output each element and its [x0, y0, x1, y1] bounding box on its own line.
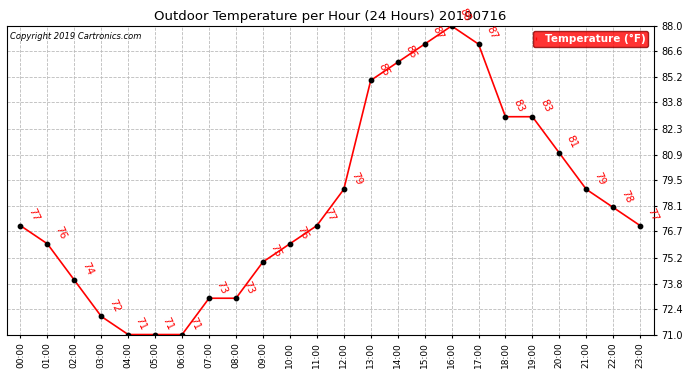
Point [635, 223, 646, 229]
Point [419, 41, 430, 47]
Text: 72: 72 [107, 297, 121, 314]
Point [123, 332, 134, 338]
Text: 81: 81 [565, 134, 580, 150]
Point [500, 114, 511, 120]
Text: 76: 76 [53, 225, 68, 241]
Text: 75: 75 [268, 243, 283, 259]
Text: 77: 77 [322, 207, 337, 223]
Text: 77: 77 [646, 207, 660, 223]
Text: 87: 87 [484, 25, 499, 41]
Point [338, 186, 349, 192]
Point [284, 241, 295, 247]
Text: Copyright 2019 Cartronics.com: Copyright 2019 Cartronics.com [10, 32, 141, 41]
Text: 83: 83 [538, 98, 553, 114]
Text: 77: 77 [26, 207, 41, 223]
Text: 71: 71 [188, 315, 202, 332]
Point [230, 295, 241, 301]
Text: 74: 74 [80, 261, 95, 277]
Text: 79: 79 [349, 170, 364, 186]
Point [69, 277, 80, 283]
Point [554, 150, 565, 156]
Legend: Temperature (°F): Temperature (°F) [533, 31, 649, 48]
Text: 86: 86 [403, 43, 418, 60]
Text: 71: 71 [161, 315, 175, 332]
Text: 73: 73 [215, 279, 229, 296]
Point [608, 204, 619, 210]
Point [446, 23, 457, 29]
Point [42, 241, 53, 247]
Text: 88: 88 [457, 7, 472, 23]
Point [581, 186, 592, 192]
Text: 87: 87 [430, 25, 445, 41]
Text: 71: 71 [134, 315, 148, 332]
Point [473, 41, 484, 47]
Point [392, 59, 403, 65]
Text: 78: 78 [619, 189, 633, 205]
Point [365, 77, 376, 83]
Text: 79: 79 [592, 170, 607, 186]
Text: 85: 85 [376, 62, 391, 78]
Text: 73: 73 [241, 279, 256, 296]
Title: Outdoor Temperature per Hour (24 Hours) 20190716: Outdoor Temperature per Hour (24 Hours) … [154, 10, 506, 23]
Point [204, 295, 215, 301]
Point [257, 259, 268, 265]
Point [177, 332, 188, 338]
Text: 83: 83 [511, 98, 526, 114]
Point [311, 223, 322, 229]
Point [527, 114, 538, 120]
Point [96, 314, 107, 320]
Point [15, 223, 26, 229]
Text: 76: 76 [295, 225, 310, 241]
Point [150, 332, 161, 338]
